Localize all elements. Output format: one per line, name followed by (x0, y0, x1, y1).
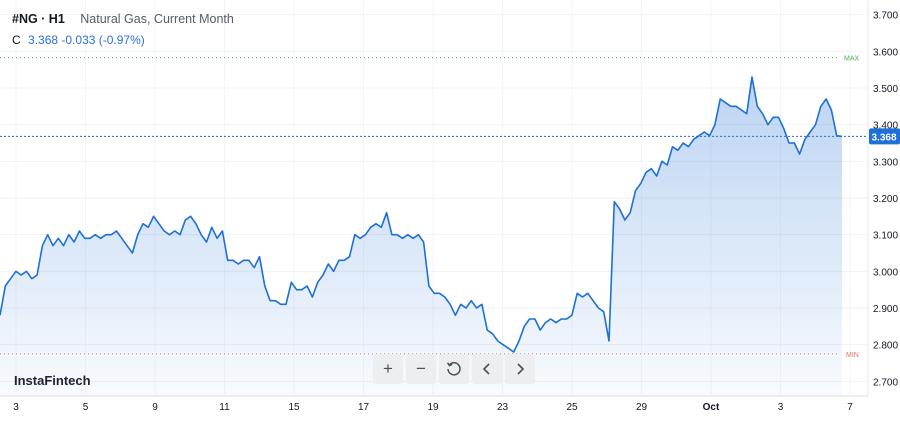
y-tick-label: 3.400 (873, 121, 898, 132)
min-label: MIN (846, 352, 859, 359)
chevron-right-icon (517, 363, 525, 375)
max-label: MAX (844, 56, 860, 63)
reset-icon (446, 362, 461, 376)
series-area (0, 77, 842, 396)
minus-icon: − (416, 359, 426, 378)
y-tick-label: 3.600 (873, 47, 898, 58)
x-tick-label: 5 (83, 402, 89, 413)
y-tick-label: 3.700 (873, 11, 898, 22)
plus-icon: + (383, 359, 393, 378)
zoom-toolbar: + − (373, 354, 535, 384)
last-price-label: 3.368 (871, 132, 896, 143)
ohlc-readout: C 3.368 -0.033 (-0.97%) (12, 33, 145, 47)
close-value: 3.368 (28, 33, 59, 47)
y-tick-label: 3.200 (873, 194, 898, 205)
x-tick-label: 19 (427, 402, 439, 413)
x-tick-label: 29 (636, 402, 648, 413)
y-tick-label: 3.000 (873, 267, 898, 278)
x-tick-label: 7 (847, 402, 853, 413)
symbol-label: #NG · H1 (12, 12, 65, 26)
x-tick-label: 3 (778, 402, 784, 413)
x-tick-label: 17 (358, 402, 370, 413)
y-tick-label: 2.900 (873, 304, 898, 315)
scroll-right-button[interactable] (505, 354, 535, 384)
reset-chart-button[interactable] (439, 354, 469, 384)
y-tick-label: 3.300 (873, 157, 898, 168)
chevron-left-icon (482, 363, 490, 375)
y-tick-label: 3.500 (873, 84, 898, 95)
x-tick-label: 9 (152, 402, 158, 413)
scroll-left-button[interactable] (472, 354, 502, 384)
series-line (0, 76, 843, 353)
close-label: C (12, 33, 21, 47)
chart-header: #NG · H1 Natural Gas, Current Month (12, 12, 234, 26)
x-tick-label: 23 (497, 402, 509, 413)
x-tick-label: 3 (13, 402, 19, 413)
y-tick-label: 2.700 (873, 377, 898, 388)
brand-logo: InstaFintech (14, 373, 91, 388)
y-tick-label: 3.100 (873, 231, 898, 242)
zoom-out-button[interactable]: − (406, 354, 436, 384)
instrument-description: Natural Gas, Current Month (80, 12, 234, 26)
x-tick-label: Oct (703, 402, 720, 413)
x-tick-label: 15 (288, 402, 300, 413)
x-tick-label: 25 (566, 402, 578, 413)
x-tick-label: 11 (219, 402, 230, 413)
change-value: -0.033 (-0.97%) (61, 33, 145, 47)
y-tick-label: 2.800 (873, 341, 898, 352)
zoom-in-button[interactable]: + (373, 354, 403, 384)
last-price-badge (869, 128, 900, 145)
